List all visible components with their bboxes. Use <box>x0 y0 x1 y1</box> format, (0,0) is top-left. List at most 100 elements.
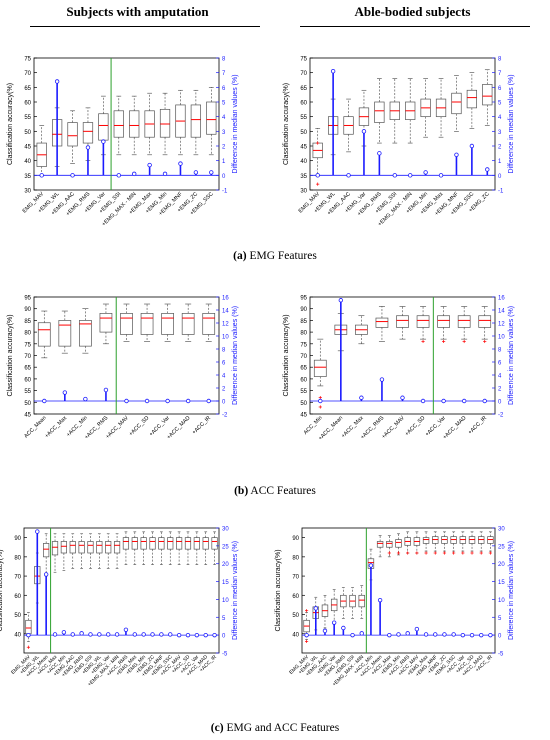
diff-marker <box>322 628 328 634</box>
caption-c-letter: (c) <box>210 722 224 734</box>
box <box>358 594 365 608</box>
box <box>79 320 92 347</box>
y2-tick-label: 8 <box>222 348 226 354</box>
y2-tick-label: 16 <box>222 296 229 302</box>
x-tick-label: +ACC_IR <box>467 415 488 436</box>
y-tick-label: 65 <box>24 86 31 92</box>
diff-marker <box>106 632 111 637</box>
diff-marker <box>482 398 487 404</box>
y-tick-label: 85 <box>300 319 307 325</box>
box <box>96 541 103 554</box>
y2-tick-label: 6 <box>498 361 502 367</box>
y-axis-label: Classification accuracy(%) <box>275 549 282 631</box>
diff-marker <box>423 632 429 637</box>
y-tick-label: 60 <box>300 377 307 383</box>
diff-marker <box>392 173 397 178</box>
box <box>122 537 130 550</box>
y-tick-label: 50 <box>24 130 31 136</box>
y-tick-label: 55 <box>300 389 307 395</box>
y-tick-label: 35 <box>24 174 31 180</box>
y-axis-label: Classification accuracy(%) <box>7 314 14 396</box>
y2-tick-label: 12 <box>222 322 229 328</box>
box <box>451 92 462 115</box>
diff-marker <box>178 161 183 166</box>
box <box>482 84 493 106</box>
box <box>211 537 218 550</box>
caption-a-letter: (a) <box>233 250 247 262</box>
chart-a-left: 30354045505560657075-1012345678Classific… <box>7 57 239 228</box>
y2-tick-label: 0 <box>498 634 502 640</box>
y-tick-label: 95 <box>24 296 31 302</box>
box <box>113 541 121 554</box>
caption-c: (c) EMG and ACC Features <box>0 722 550 734</box>
diff-marker <box>101 139 106 144</box>
y2-tick-label: 10 <box>498 598 505 604</box>
y2-tick-label: 6 <box>498 86 502 92</box>
diff-marker <box>79 631 84 636</box>
diff-marker <box>377 597 383 603</box>
diff-marker <box>42 398 47 404</box>
y2-tick-label: 5 <box>222 101 226 107</box>
y2-axis-label: Difference in median values (%) <box>508 74 515 173</box>
header-able-bodied: Able-bodied subjects <box>354 4 471 19</box>
header-rule-left <box>30 26 260 27</box>
box <box>313 359 327 377</box>
diff-marker <box>70 632 75 637</box>
y2-tick-label: 0 <box>498 174 502 180</box>
box <box>149 537 156 550</box>
y-tick-label: 40 <box>14 632 21 638</box>
box <box>129 110 140 138</box>
box <box>159 108 171 138</box>
diff-marker <box>97 632 102 637</box>
diff-marker <box>176 632 182 638</box>
y2-tick-label: -1 <box>222 189 228 195</box>
diff-marker <box>461 398 467 404</box>
x-tick-label: +ACC_SD <box>404 415 426 437</box>
plot-frame <box>23 527 220 654</box>
box <box>131 537 138 550</box>
y-tick-label: 70 <box>24 71 31 77</box>
chart-b-left: 45 50 55 60 65 70 75 80 85 90 95 -2 0 2 4 6 8 10 12 14 16 Cla… <box>7 296 239 441</box>
y2-tick-label: 8 <box>222 57 226 63</box>
box <box>60 541 67 554</box>
y2-tick-label: 0 <box>222 634 226 640</box>
box <box>374 101 385 123</box>
y2-tick-label: 6 <box>222 361 226 367</box>
box <box>140 537 147 550</box>
y2-tick-label: 7 <box>222 71 226 77</box>
y-tick-label: 70 <box>300 71 307 77</box>
y-tick-label: 50 <box>14 613 21 619</box>
box <box>99 313 113 333</box>
y-tick-label: 40 <box>300 159 307 165</box>
box <box>67 122 78 147</box>
y-tick-label: 40 <box>292 632 299 638</box>
diff-marker <box>43 572 49 577</box>
y2-tick-label: 0 <box>498 400 502 406</box>
plot-frame <box>309 57 496 191</box>
y-tick-label: 60 <box>24 377 31 383</box>
y-tick-label: 60 <box>292 594 299 600</box>
y-tick-label: 50 <box>300 130 307 136</box>
y-tick-label: 30 <box>300 189 307 195</box>
diff-marker <box>454 152 459 157</box>
x-tick-label: +ACC_SD <box>128 415 150 437</box>
y2-axis-label: Difference in median values (%) <box>508 541 515 640</box>
y-axis-label: Classification accuracy(%) <box>283 314 290 396</box>
y-tick-label: 90 <box>300 307 307 313</box>
diff-marker <box>485 167 490 172</box>
diff-marker <box>203 632 208 638</box>
diff-marker <box>400 395 405 400</box>
diff-marker <box>168 632 173 637</box>
diff-marker <box>469 632 475 638</box>
diff-marker <box>405 631 410 636</box>
box <box>422 537 430 544</box>
diff-marker <box>132 171 137 177</box>
y-tick-label: 80 <box>300 331 307 337</box>
y-axis-label: Classification accuracy(%) <box>283 83 290 165</box>
box <box>193 537 200 550</box>
y2-tick-label: 8 <box>498 57 502 63</box>
y2-tick-label: 14 <box>222 309 229 315</box>
y-tick-label: 55 <box>300 115 307 121</box>
box <box>386 541 393 548</box>
